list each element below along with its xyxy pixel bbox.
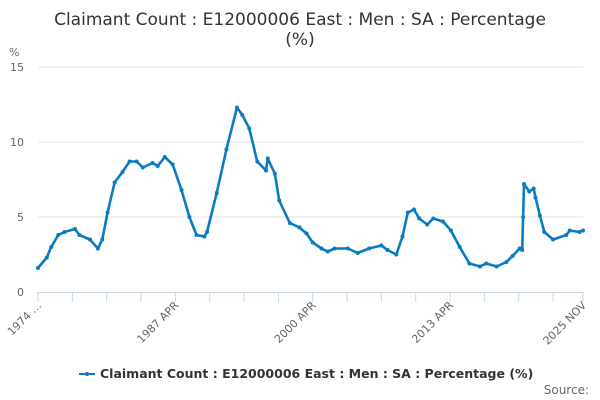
data-point (140, 165, 145, 170)
data-point (264, 168, 269, 173)
data-point (150, 161, 155, 165)
data-point (112, 180, 117, 185)
data-point (179, 188, 184, 192)
x-tick-label: 1974 … (5, 299, 44, 338)
data-point (62, 230, 67, 234)
data-point (332, 246, 337, 251)
data-point (510, 254, 515, 258)
data-point (72, 227, 77, 231)
data-point (247, 126, 252, 131)
data-point (44, 255, 49, 260)
data-point (581, 228, 585, 233)
data-point (255, 159, 260, 164)
y-axis-label: % (9, 46, 19, 59)
data-point (537, 213, 542, 218)
data-point (542, 230, 547, 234)
data-point (431, 216, 436, 221)
chart-title: Claimant Count : E12000006 East : Men : … (54, 10, 546, 30)
y-tick-label: 0 (17, 286, 24, 299)
data-point (467, 261, 472, 266)
data-point (411, 207, 416, 212)
data-point (310, 240, 315, 245)
data-point (405, 210, 410, 215)
data-point (319, 246, 324, 251)
data-point (521, 215, 526, 219)
x-tick-label: 2000 APR (272, 299, 319, 346)
data-point (325, 249, 330, 254)
data-point (504, 260, 509, 264)
y-tick-label: 5 (17, 211, 24, 224)
data-point (385, 248, 390, 252)
data-point (494, 264, 499, 269)
data-point (36, 266, 40, 270)
data-point (49, 245, 54, 249)
data-point (520, 248, 525, 252)
data-point (527, 189, 532, 194)
data-point (277, 198, 282, 203)
data-point (522, 182, 527, 186)
data-point (394, 252, 399, 257)
data-point (272, 171, 277, 176)
data-point (564, 233, 569, 237)
data-point (240, 113, 245, 117)
data-point (417, 216, 422, 221)
data-point (170, 162, 175, 167)
data-point (531, 186, 536, 191)
data-point (205, 230, 210, 234)
data-point (87, 237, 92, 242)
data-point (95, 246, 100, 251)
data-point (484, 261, 489, 266)
y-tick-label: 10 (10, 136, 24, 149)
x-tick-label: 1987 APR (135, 299, 182, 346)
data-point (400, 234, 405, 239)
source-label: Source: (544, 383, 589, 397)
data-point (533, 195, 538, 200)
data-point (105, 210, 110, 215)
data-point (379, 243, 384, 248)
series-line (37, 106, 584, 269)
data-point (134, 159, 139, 164)
x-tick-label: 2025 NOV (541, 299, 590, 348)
data-point (457, 245, 462, 249)
data-point (287, 221, 292, 225)
legend-item[interactable]: Claimant Count : E12000006 East : Men : … (79, 366, 533, 381)
data-point (162, 155, 167, 159)
data-point (448, 228, 453, 233)
data-point (367, 246, 372, 251)
x-tick-label: 2013 APR (409, 299, 456, 346)
data-point (187, 215, 192, 219)
data-point (234, 105, 239, 110)
data-point (477, 264, 482, 269)
data-point (355, 251, 360, 255)
data-point (425, 222, 430, 227)
legend-label: Claimant Count : E12000006 East : Men : … (100, 366, 533, 381)
data-point (155, 164, 160, 168)
data-point (345, 246, 350, 251)
data-point (127, 159, 132, 164)
data-point (567, 228, 572, 233)
data-point (100, 237, 105, 242)
y-tick-label: 15 (10, 61, 24, 74)
data-point (224, 147, 229, 152)
data-point (120, 170, 125, 174)
data-point (551, 237, 556, 242)
data-point (214, 191, 219, 195)
data-point (77, 233, 82, 237)
data-point (441, 219, 446, 224)
data-point (265, 156, 270, 161)
legend-marker-icon (85, 372, 89, 376)
data-point (297, 225, 302, 230)
data-point (577, 230, 582, 234)
data-point (56, 233, 61, 237)
data-point (202, 234, 207, 239)
data-point (194, 233, 199, 237)
data-point (304, 231, 309, 236)
chart-title-line2: (%) (285, 30, 314, 50)
